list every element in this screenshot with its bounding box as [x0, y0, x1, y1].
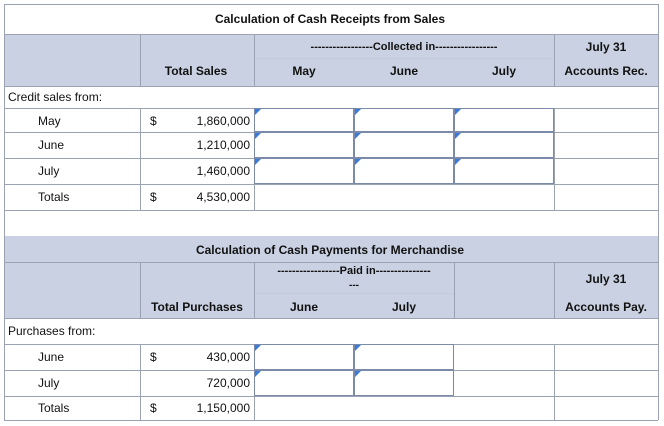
input-flag-icon	[455, 109, 461, 115]
payment-row-label: July	[38, 376, 60, 390]
receipt-row-total: 1,860,000	[196, 114, 250, 128]
input-flag-icon	[255, 371, 261, 377]
input-flag-icon	[355, 159, 361, 165]
july-payment-for-july-input[interactable]	[354, 370, 454, 396]
input-flag-icon	[455, 133, 461, 139]
payment-row-total: 1,150,000	[196, 401, 250, 415]
payments-title: Calculation of Cash Payments for Merchan…	[195, 243, 465, 257]
receipt-row-label: Totals	[38, 190, 70, 204]
receipt-row-label: May	[38, 114, 61, 128]
input-flag-icon	[355, 109, 361, 115]
receipts-title-row	[4, 4, 658, 34]
currency-symbol: $	[150, 401, 157, 415]
receipt-row-label: July	[38, 164, 60, 178]
july-payment-for-june-input[interactable]	[354, 344, 454, 370]
may-collection-from-july-input[interactable]	[254, 158, 354, 184]
input-flag-icon	[355, 345, 361, 351]
payment-row-label: June	[38, 350, 65, 364]
input-flag-icon	[255, 133, 261, 139]
input-flag-icon	[255, 109, 261, 115]
june-pay-header: June	[289, 300, 318, 314]
payment-row-total: 430,000	[206, 350, 250, 364]
june-header: June	[389, 64, 418, 78]
currency-symbol: $	[150, 114, 157, 128]
ar-header-bottom: Accounts Rec.	[564, 64, 648, 78]
july-header: July	[491, 64, 516, 78]
receipt-row-label: June	[38, 138, 65, 152]
input-flag-icon	[255, 159, 261, 165]
purchases-from-label: Purchases from:	[8, 324, 96, 338]
june-collection-from-may-input[interactable]	[354, 108, 454, 132]
input-flag-icon	[355, 133, 361, 139]
ap-header-bottom: Accounts Pay.	[565, 300, 647, 314]
paid-in-header: -----------------Paid in---------------	[277, 265, 431, 277]
receipts-title: Calculation of Cash Receipts from Sales	[214, 12, 446, 26]
may-header: May	[292, 64, 316, 78]
currency-symbol: $	[150, 190, 157, 204]
receipt-row-total: 4,530,000	[196, 190, 250, 204]
july-collection-from-may-input[interactable]	[454, 108, 554, 132]
credit-sales-label: Credit sales from:	[8, 90, 103, 104]
input-flag-icon	[255, 345, 261, 351]
receipt-row-total: 1,210,000	[196, 138, 250, 152]
total-sales-header: Total Sales	[164, 64, 228, 78]
june-collection-from-july-input[interactable]	[354, 158, 454, 184]
paid-in-header-cont: ---	[349, 280, 359, 291]
payment-row-total: 720,000	[206, 376, 250, 390]
june-payment-for-june-input[interactable]	[254, 344, 354, 370]
currency-symbol: $	[150, 350, 157, 364]
collected-in-header: -----------------Collected in-----------…	[310, 41, 498, 53]
input-flag-icon	[355, 371, 361, 377]
ar-header-top: July 31	[585, 40, 627, 54]
payment-row-label: Totals	[38, 401, 70, 415]
may-collection-from-may-input[interactable]	[254, 108, 354, 132]
june-collection-from-june-input[interactable]	[354, 132, 454, 158]
ap-header-top: July 31	[585, 272, 627, 286]
total-purchases-header: Total Purchases	[151, 300, 243, 314]
payments-header-band	[4, 236, 658, 318]
input-flag-icon	[455, 159, 461, 165]
receipt-row-total: 1,460,000	[196, 164, 250, 178]
july-pay-header: July	[391, 300, 416, 314]
july-collection-from-june-input[interactable]	[454, 132, 554, 158]
may-collection-from-june-input[interactable]	[254, 132, 354, 158]
june-payment-for-july-input[interactable]	[254, 370, 354, 396]
july-collection-from-july-input[interactable]	[454, 158, 554, 184]
